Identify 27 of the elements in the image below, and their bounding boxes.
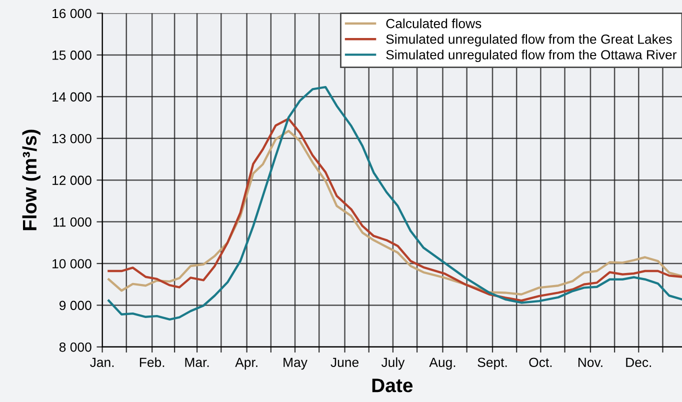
x-tick-label: July <box>381 357 405 370</box>
y-tick-label: 13 000 <box>52 134 92 144</box>
y-tick-label: 12 000 <box>52 176 92 186</box>
x-tick-label: Mar. <box>185 358 209 368</box>
y-tick-label: 14 000 <box>52 92 92 102</box>
y-axis-title: Flow (m³/s) <box>22 130 40 230</box>
x-tick-label: Apr. <box>235 358 258 370</box>
x-tick-label: Feb. <box>140 357 164 368</box>
y-tick-label: 8 000 <box>59 342 92 352</box>
line-series <box>108 86 682 321</box>
y-tick-label: 15 000 <box>52 50 92 60</box>
x-tick-label: Aug. <box>429 358 456 370</box>
x-tick-label: Dec. <box>626 358 652 368</box>
y-tick-label: 10 000 <box>52 259 92 268</box>
legend-label: Simulated unregulated flow from the Great Lakes <box>386 34 672 46</box>
x-tick-label: Oct. <box>529 358 552 368</box>
x-tick-label: Jan. <box>90 358 114 368</box>
legend-label: Simulated unregulated flow from the Ottawa River <box>386 50 677 62</box>
x-tick-label: June <box>330 358 358 368</box>
y-tick-label: 16 000 <box>52 8 92 18</box>
x-tick-label: Sept. <box>478 358 507 370</box>
legend-label: Calculated flows <box>386 18 482 28</box>
y-tick-label: 9 000 <box>59 300 92 310</box>
x-tick-label: Nov. <box>578 358 602 368</box>
x-tick-label: May <box>284 358 308 370</box>
y-tick-label: 11 000 <box>54 217 92 227</box>
x-axis-title: Date <box>372 378 413 392</box>
